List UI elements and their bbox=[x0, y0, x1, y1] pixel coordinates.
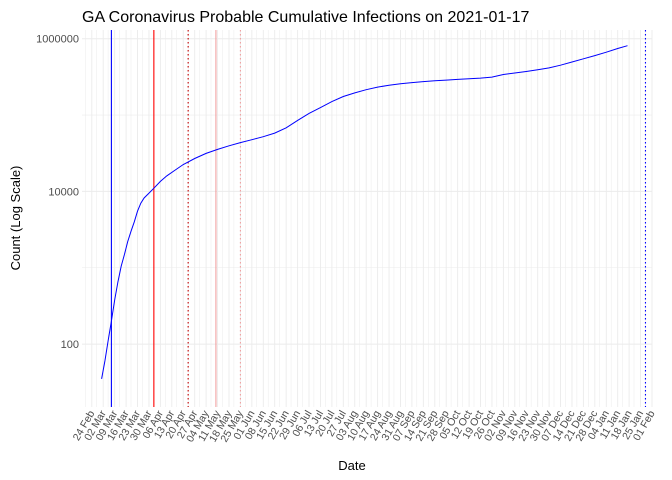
series-layer bbox=[101, 45, 628, 379]
y-axis-ticks: 100 10000 1000000 bbox=[36, 34, 79, 351]
reference-lines bbox=[110, 30, 647, 407]
x-axis-title: Date bbox=[338, 458, 365, 473]
y-tick-label: 10000 bbox=[48, 186, 79, 198]
y-tick-label: 100 bbox=[61, 339, 79, 351]
y-axis-title: Count (Log Scale) bbox=[8, 166, 23, 271]
y-tick-label: 1000000 bbox=[36, 34, 79, 46]
series-line bbox=[101, 45, 628, 379]
chart-title: GA Coronavirus Probable Cumulative Infec… bbox=[82, 9, 529, 26]
